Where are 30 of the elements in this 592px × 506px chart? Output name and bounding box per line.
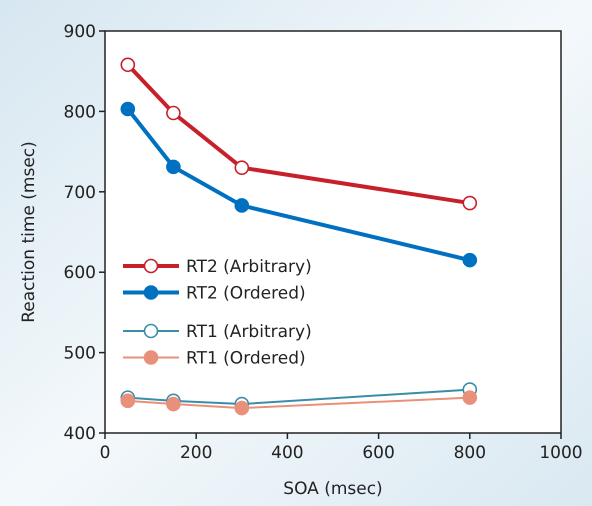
point: [462, 390, 478, 405]
y-tick-label: 700: [64, 182, 96, 203]
point: [234, 160, 250, 175]
legend-label: RT2 (Ordered): [186, 284, 306, 304]
point: [120, 394, 136, 408]
point: [120, 57, 136, 72]
point: [166, 160, 181, 174]
y-tick-label: 400: [64, 424, 96, 444]
y-tick-label: 800: [64, 102, 96, 122]
legend-label: RT1 (Ordered): [186, 348, 306, 368]
x-tick-label: 200: [180, 443, 212, 463]
point: [462, 196, 478, 210]
point: [166, 396, 181, 412]
x-tick-label: 0: [100, 443, 110, 463]
legend-label: RT1 (Arbitrary): [186, 322, 312, 342]
point: [166, 106, 181, 120]
y-axis-title: Reaction time (msec): [19, 141, 39, 323]
x-axis-title: SOA (msec): [283, 479, 383, 499]
point: [234, 198, 250, 213]
x-tick-label: 600: [362, 443, 395, 463]
legend-label: RT2 (Arbitrary): [186, 257, 312, 277]
y-tick-label: 500: [64, 344, 96, 364]
x-tick-label: 400: [271, 443, 304, 463]
y-tick-label: 600: [64, 263, 96, 284]
x-tick-label: 1000: [539, 443, 583, 463]
x-tick-label: 800: [454, 443, 486, 463]
y-tick-label: 900: [64, 22, 96, 42]
point: [462, 252, 478, 268]
point: [120, 102, 136, 116]
point: [234, 400, 250, 416]
